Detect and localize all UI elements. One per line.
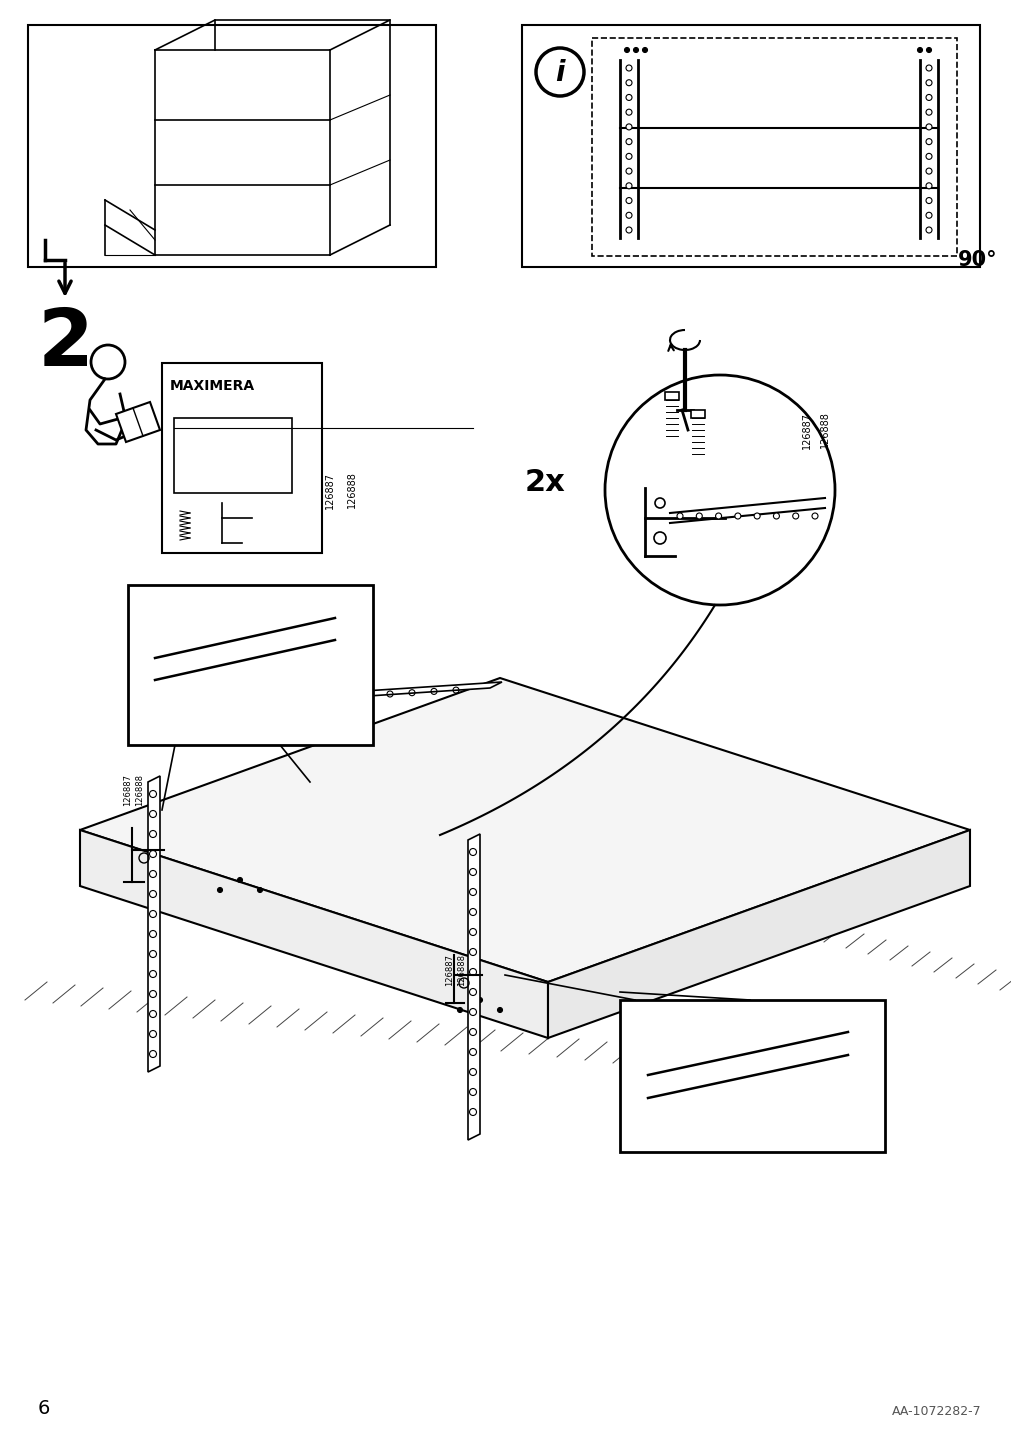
Text: 126888: 126888 — [457, 954, 466, 987]
Circle shape — [91, 345, 125, 379]
Text: MAXIMERA: MAXIMERA — [170, 379, 255, 392]
Circle shape — [925, 168, 931, 175]
Circle shape — [238, 878, 243, 882]
Polygon shape — [80, 677, 969, 982]
Circle shape — [792, 513, 798, 518]
Text: AA-1072282-7: AA-1072282-7 — [892, 1405, 981, 1418]
Circle shape — [536, 49, 583, 96]
Circle shape — [925, 125, 931, 130]
Bar — [522, 24, 979, 266]
Circle shape — [626, 95, 632, 100]
Circle shape — [772, 513, 778, 518]
Bar — [127, 586, 373, 745]
Circle shape — [626, 64, 632, 72]
Circle shape — [626, 183, 632, 189]
Circle shape — [925, 183, 931, 189]
Text: 6: 6 — [38, 1399, 51, 1418]
Circle shape — [654, 498, 664, 508]
Circle shape — [925, 198, 931, 203]
Circle shape — [626, 212, 632, 218]
Circle shape — [457, 1008, 462, 1012]
Bar — [162, 362, 321, 553]
Circle shape — [624, 47, 629, 53]
Circle shape — [626, 139, 632, 145]
Polygon shape — [116, 402, 160, 442]
Circle shape — [477, 998, 482, 1002]
Text: 126887: 126887 — [445, 954, 454, 987]
Text: 2x: 2x — [525, 468, 565, 497]
Text: 126888: 126888 — [819, 411, 829, 448]
Text: 2: 2 — [38, 305, 94, 382]
Text: 126887: 126887 — [123, 775, 132, 806]
Circle shape — [257, 888, 262, 892]
Circle shape — [925, 212, 931, 218]
Polygon shape — [80, 831, 548, 1038]
Text: 126887: 126887 — [325, 471, 335, 508]
Circle shape — [925, 228, 931, 233]
Bar — [691, 410, 705, 418]
Circle shape — [925, 109, 931, 115]
Bar — [591, 39, 956, 256]
Circle shape — [626, 168, 632, 175]
Circle shape — [653, 533, 665, 544]
Bar — [664, 392, 678, 400]
Text: 90°: 90° — [957, 251, 997, 271]
Circle shape — [626, 198, 632, 203]
Circle shape — [925, 95, 931, 100]
Circle shape — [925, 139, 931, 145]
Circle shape — [925, 64, 931, 72]
Circle shape — [676, 513, 682, 518]
Circle shape — [605, 375, 834, 604]
Circle shape — [217, 888, 222, 892]
Bar — [620, 1000, 885, 1151]
Circle shape — [811, 513, 817, 518]
Polygon shape — [467, 833, 479, 1140]
Text: 126887: 126887 — [801, 411, 811, 448]
Circle shape — [734, 513, 740, 518]
Polygon shape — [548, 831, 969, 1038]
Circle shape — [626, 109, 632, 115]
Bar — [174, 418, 292, 493]
Polygon shape — [155, 682, 501, 710]
Text: 126888: 126888 — [347, 471, 357, 508]
Circle shape — [642, 47, 647, 53]
Text: 126888: 126888 — [135, 775, 145, 806]
Text: i: i — [555, 59, 564, 87]
Circle shape — [626, 153, 632, 159]
Circle shape — [626, 80, 632, 86]
Circle shape — [917, 47, 922, 53]
Circle shape — [696, 513, 702, 518]
Polygon shape — [148, 776, 160, 1073]
Circle shape — [626, 125, 632, 130]
Circle shape — [497, 1008, 502, 1012]
Circle shape — [925, 153, 931, 159]
Circle shape — [753, 513, 759, 518]
Circle shape — [715, 513, 721, 518]
Circle shape — [633, 47, 638, 53]
Bar — [28, 24, 436, 266]
Circle shape — [626, 228, 632, 233]
Circle shape — [926, 47, 930, 53]
Circle shape — [925, 80, 931, 86]
